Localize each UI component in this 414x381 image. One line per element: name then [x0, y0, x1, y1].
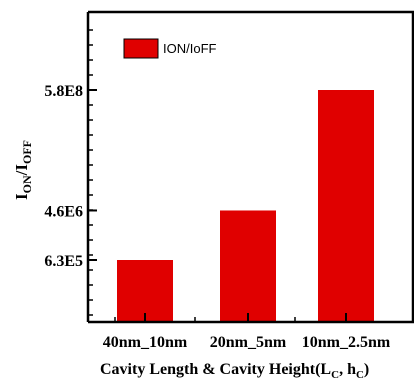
y-tick-label: 4.6E6 [44, 203, 83, 220]
bar-40nm_10nm [117, 260, 173, 322]
x-axis-label-text: Cavity Length & Cavity Height(L [100, 361, 331, 378]
bar-10nm_2.5nm [318, 90, 374, 322]
x-axis-label-sub2: C [356, 369, 364, 381]
y-tick-label: 5.8E8 [44, 83, 83, 100]
x-axis-label-mid: , h [339, 361, 356, 378]
x-axis-label: Cavity Length & Cavity Height(LC, hC) [100, 361, 369, 381]
legend: ION/IoFF [123, 38, 217, 59]
y-axis-label-base2: I [12, 164, 31, 171]
x-axis-label-sub1: C [331, 369, 339, 381]
y-axis-label-sep: / [12, 170, 31, 176]
x-axis-label-end: ) [364, 361, 369, 378]
y-ticks-group: 6.3E5 4.6E6 5.8E8 [44, 29, 97, 316]
x-tick-label: 40nm_10nm [103, 334, 188, 351]
y-axis-label-base1: I [12, 193, 31, 200]
bars-group [117, 90, 374, 322]
y-axis-label-sub2: OFF [20, 140, 34, 164]
bar-20nm_5nm [220, 210, 276, 322]
y-axis-label-sub1: ON [20, 175, 34, 193]
x-tick-label: 20nm_5nm [210, 334, 287, 351]
legend-swatch [123, 38, 159, 59]
y-tick-label: 6.3E5 [44, 253, 83, 270]
legend-label: ION/IoFF [163, 41, 217, 56]
x-tick-label: 10nm_2.5nm [302, 334, 391, 351]
x-ticks-group: 40nm_10nm 20nm_5nm 10nm_2.5nm [103, 313, 391, 351]
y-axis-label: ION/IOFF [12, 140, 34, 200]
